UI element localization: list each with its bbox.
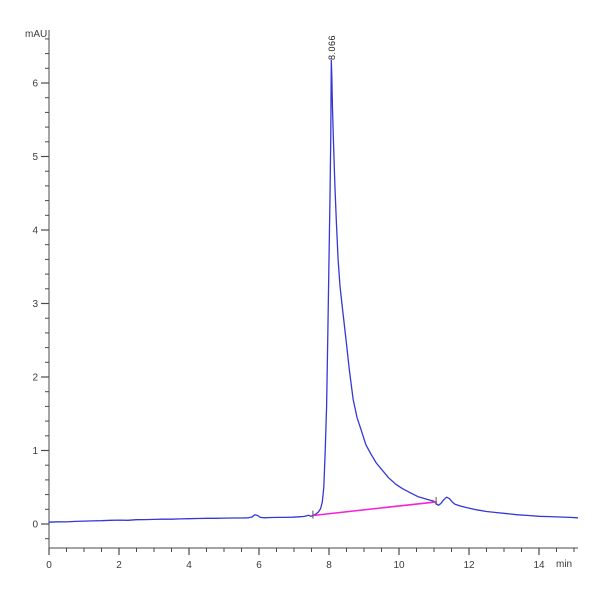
x-axis-tick-label: 10 <box>393 560 405 571</box>
x-axis-unit-label: min <box>556 559 573 570</box>
x-axis-tick-label: 14 <box>533 560 545 571</box>
integration-baseline-trace <box>312 501 437 517</box>
y-axis-tick-label: 1 <box>32 446 38 457</box>
y-axis-tick-label: 5 <box>32 152 38 163</box>
x-axis-tick-label: 2 <box>116 560 122 571</box>
y-axis-tick-label: 0 <box>32 520 38 531</box>
x-axis-tick-label: 6 <box>256 560 262 571</box>
y-axis-tick-label: 6 <box>32 79 38 90</box>
x-axis-tick-label: 4 <box>186 560 192 571</box>
y-axis-unit-label: mAU <box>25 29 48 40</box>
y-axis-tick-label: 2 <box>32 373 38 384</box>
x-axis-tick-label: 8 <box>326 560 332 571</box>
y-axis-tick-label: 4 <box>32 226 38 237</box>
x-axis-tick-label: 12 <box>463 560 475 571</box>
peak-retention-time-label: 8.066 <box>327 34 337 60</box>
x-axis-tick-label: 0 <box>46 560 52 571</box>
detector-signal-trace <box>48 59 579 523</box>
y-axis-tick-label: 3 <box>32 299 38 310</box>
